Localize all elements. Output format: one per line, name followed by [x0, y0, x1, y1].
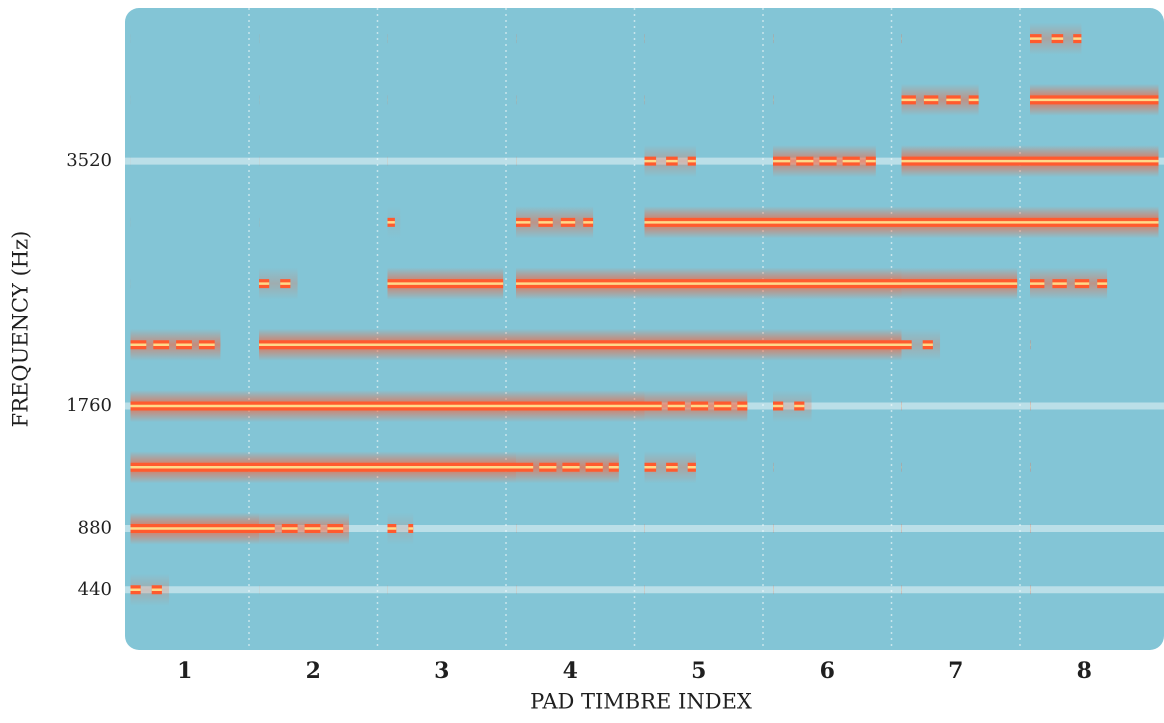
harmonic-cell [516, 206, 594, 239]
harmonic-cell [1030, 206, 1159, 239]
harmonic-cell [1030, 145, 1159, 178]
harmonic-cell [644, 390, 748, 423]
harmonic-cell [516, 267, 645, 300]
x-axis-label: PAD TIMBRE INDEX [530, 690, 752, 714]
harmonic-cell [516, 328, 645, 361]
plot [125, 8, 1164, 650]
harmonic-cell [259, 451, 388, 484]
harmonic-cell [901, 145, 1030, 178]
harmonic-cell [644, 206, 773, 239]
harmonic-cell [387, 328, 516, 361]
harmonic-cell [1030, 22, 1082, 55]
harmonic-cell [773, 206, 902, 239]
harmonic-cell [259, 267, 298, 300]
harmonic-cell [901, 328, 941, 361]
harmonic-cell [773, 267, 902, 300]
x-tick-label: 3 [434, 658, 449, 684]
harmonic-cell [773, 145, 876, 178]
harmonic-cell [259, 390, 388, 423]
y-tick-label: 1760 [66, 395, 112, 416]
harmonic-cell [130, 328, 221, 361]
x-tick-label: 6 [820, 658, 835, 684]
harmonic-cell [901, 267, 1018, 300]
harmonic-cell [773, 328, 902, 361]
y-tick-label: 3520 [66, 150, 112, 171]
harmonic-cell [387, 267, 504, 300]
harmonic-cell [773, 390, 812, 423]
harmonic-cell [644, 267, 773, 300]
harmonic-cell [259, 328, 388, 361]
harmonic-cell [1030, 83, 1159, 116]
harmonic-cell [259, 512, 349, 545]
x-tick-label: 1 [177, 658, 192, 684]
harmonic-cell [130, 512, 259, 545]
y-tick-label: 440 [78, 579, 112, 600]
x-tick-label: 8 [1077, 658, 1092, 684]
harmonic-cell [516, 451, 619, 484]
harmonic-cell [130, 573, 170, 606]
y-tick-label: 880 [78, 518, 112, 539]
harmonic-cell [387, 451, 516, 484]
y-axis-label: FREQUENCY (Hz) [9, 231, 33, 428]
harmonic-cell [130, 390, 259, 423]
x-tick-label: 5 [691, 658, 706, 684]
harmonic-cell [516, 390, 645, 423]
harmonic-cell [387, 206, 401, 239]
harmonic-cell [644, 451, 696, 484]
harmonic-cell [901, 83, 979, 116]
x-tick-label: 2 [306, 658, 321, 684]
harmonic-cell [644, 145, 696, 178]
harmonic-cell [387, 390, 516, 423]
x-tick-label: 4 [563, 658, 578, 684]
harmonic-cell [1030, 267, 1108, 300]
harmonic-cell [644, 328, 773, 361]
harmonic-cell [901, 206, 1030, 239]
harmonic-cell [130, 451, 259, 484]
harmonic-cell [387, 512, 414, 545]
x-tick-label: 7 [948, 658, 963, 684]
